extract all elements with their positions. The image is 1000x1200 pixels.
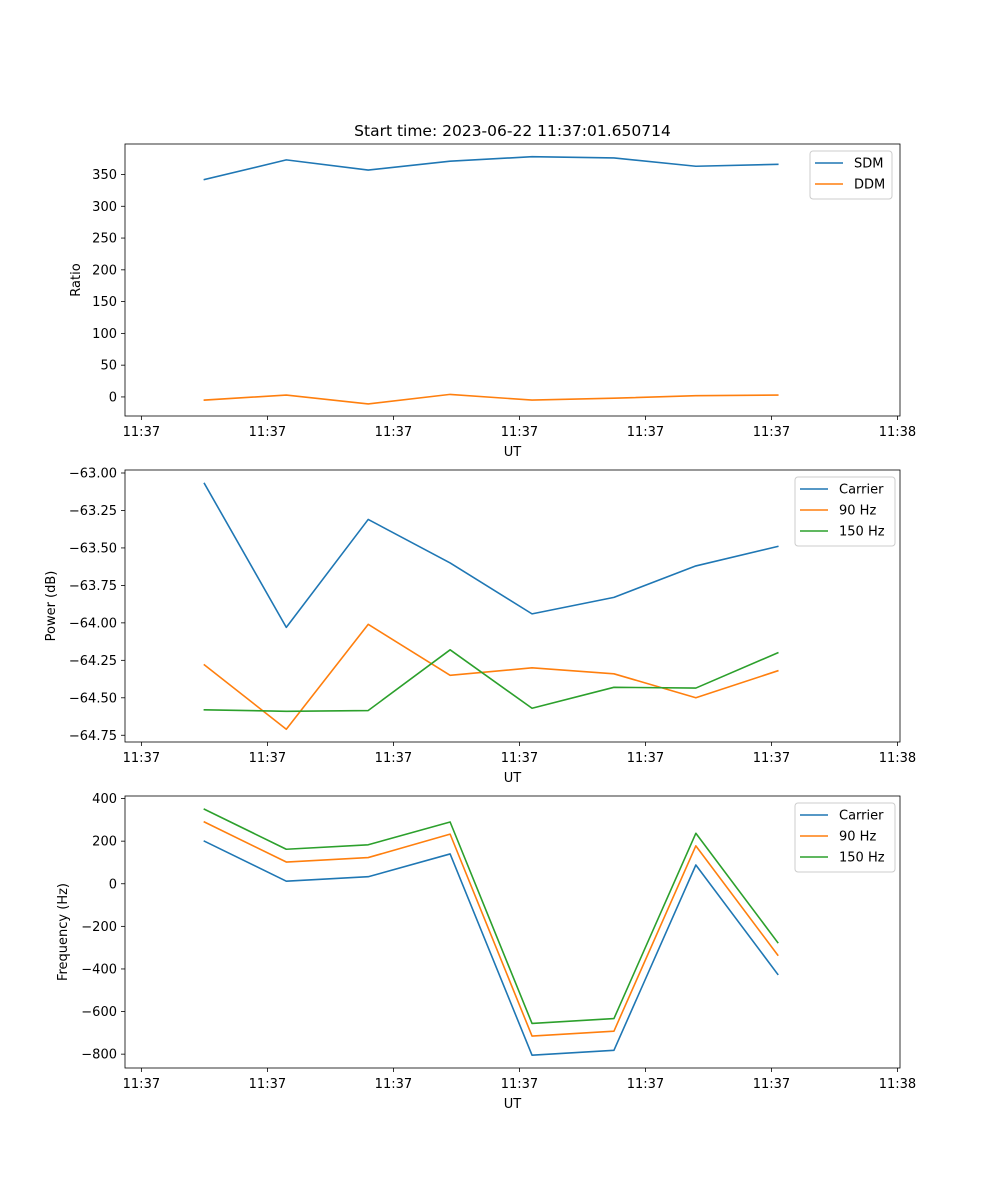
x-tick-label: 11:37 — [249, 425, 286, 440]
y-axis-label: Frequency (Hz) — [56, 883, 71, 981]
legend-label: SDM — [854, 157, 883, 172]
y-tick-label: 50 — [100, 359, 117, 374]
x-tick-label: 11:37 — [123, 751, 160, 766]
legend: Carrier 90 Hz 150 Hz — [794, 476, 896, 547]
series-line-150-hz — [203, 649, 779, 713]
y-tick-label: −64.50 — [69, 691, 117, 706]
y-tick-label: 200 — [92, 835, 117, 850]
y-tick-label: −64.25 — [69, 654, 117, 669]
ratio-panel: 0 50 100 150 200 250 300 350 11:37 11:37 11:37 11:3… — [69, 143, 916, 460]
series-line-150-hz — [203, 808, 779, 1025]
y-tick-label: −64.00 — [69, 616, 117, 631]
x-tick-label: 11:37 — [753, 1077, 790, 1092]
x-tick-label: 11:37 — [627, 751, 664, 766]
y-tick-label: −400 — [81, 962, 117, 977]
y-tick-label: −63.25 — [69, 504, 117, 519]
series-line-90-hz — [203, 820, 779, 1037]
x-tick-label: 11:37 — [375, 751, 412, 766]
x-tick-label: 11:38 — [879, 425, 916, 440]
legend: Carrier 90 Hz 150 Hz — [794, 802, 896, 873]
y-axis-label: Power (dB) — [44, 571, 59, 642]
frequency-panel: −800 −600 −400 −200 0 200 400 11:37 11:37 11:37 11… — [56, 792, 916, 1112]
legend-label: Carrier — [839, 809, 884, 824]
y-tick-label: −64.75 — [69, 729, 117, 744]
x-tick-label: 11:37 — [501, 1077, 538, 1092]
x-tick-label: 11:37 — [375, 425, 412, 440]
y-tick-label: 300 — [92, 200, 117, 215]
x-tick-label: 11:37 — [501, 425, 538, 440]
x-tick-label: 11:38 — [879, 751, 916, 766]
y-tick-label: −200 — [81, 920, 117, 935]
legend-label: 90 Hz — [839, 830, 876, 845]
legend-label: DDM — [854, 178, 885, 193]
legend-label: Carrier — [839, 483, 884, 498]
y-tick-label: 150 — [92, 295, 117, 310]
figure-title: Start time: 2023-06-22 11:37:01.650714 — [354, 122, 671, 140]
x-tick-label: 11:37 — [753, 751, 790, 766]
y-tick-label: −63.50 — [69, 541, 117, 556]
x-tick-label: 11:37 — [627, 1077, 664, 1092]
y-tick-label: 250 — [92, 232, 117, 247]
series-line-carrier — [203, 482, 779, 629]
y-tick-label: −63.00 — [69, 466, 117, 481]
x-tick-label: 11:37 — [375, 1077, 412, 1092]
series-line-ddm — [203, 393, 779, 405]
legend-label: 150 Hz — [839, 525, 885, 540]
legend: SDM DDM — [809, 150, 893, 200]
y-tick-label: −63.75 — [69, 579, 117, 594]
x-tick-label: 11:37 — [249, 1077, 286, 1092]
legend-label: 90 Hz — [839, 504, 876, 519]
series-line-carrier — [203, 840, 779, 1057]
x-tick-label: 11:37 — [753, 425, 790, 440]
axes-frame — [124, 469, 901, 743]
legend-label: 150 Hz — [839, 851, 885, 866]
y-tick-label: −600 — [81, 1005, 117, 1020]
x-tick-label: 11:37 — [627, 425, 664, 440]
x-tick-label: 11:38 — [879, 1077, 916, 1092]
power-panel: −64.75 −64.50 −64.25 −64.00 −63.75 −63.50 −63.… — [44, 466, 916, 786]
x-axis-label: UT — [504, 771, 522, 786]
x-tick-label: 11:37 — [123, 1077, 160, 1092]
legend-box — [794, 476, 896, 547]
y-tick-label: 400 — [92, 792, 117, 807]
series-line-sdm — [203, 155, 779, 181]
y-axis-label: Ratio — [69, 263, 84, 296]
y-tick-label: 0 — [109, 390, 117, 405]
legend-box — [794, 802, 896, 873]
y-tick-label: −800 — [81, 1048, 117, 1063]
y-tick-label: 0 — [109, 877, 117, 892]
x-axis-label: UT — [504, 1097, 522, 1112]
series-line-90-hz — [203, 623, 779, 731]
y-tick-label: 200 — [92, 263, 117, 278]
x-axis-label: UT — [504, 445, 522, 460]
axes-frame — [124, 795, 901, 1069]
y-tick-label: 100 — [92, 327, 117, 342]
x-tick-label: 11:37 — [501, 751, 538, 766]
y-tick-label: 350 — [92, 168, 117, 183]
axes-frame — [124, 143, 901, 417]
x-tick-label: 11:37 — [123, 425, 160, 440]
x-tick-label: 11:37 — [249, 751, 286, 766]
